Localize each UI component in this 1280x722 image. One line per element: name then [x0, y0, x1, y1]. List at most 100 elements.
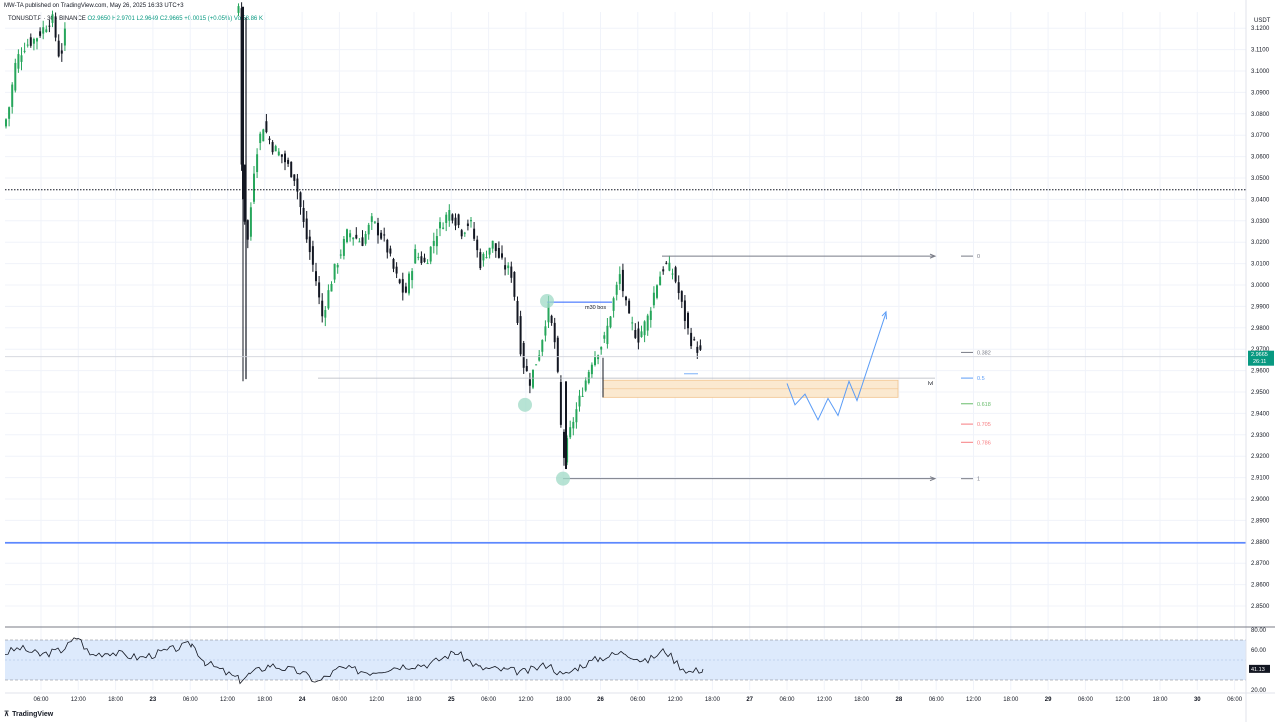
candle-body [249, 207, 252, 237]
time-tick-label: 06:00 [1227, 697, 1243, 703]
time-tick-label: 24 [299, 697, 306, 703]
candle-body [265, 121, 268, 133]
time-tick-label: 12:00 [369, 697, 385, 703]
price-tick-label: 3.1000 [1251, 69, 1270, 75]
candle-body [355, 234, 358, 239]
time-tick-label: 30 [1194, 697, 1201, 703]
candle-body [373, 221, 376, 223]
candle-body [494, 243, 497, 252]
candle-body [383, 234, 386, 236]
price-tick-label: 2.8800 [1251, 540, 1270, 546]
candle-body [401, 279, 404, 293]
candle-body [274, 146, 277, 152]
candle-body [246, 220, 249, 240]
candle-body [584, 380, 587, 391]
candle-body [308, 236, 311, 253]
candle-body [287, 159, 290, 164]
candle-body [463, 232, 466, 234]
time-tick-label: 27 [746, 697, 753, 703]
drawings: lvl m30 bos 0 0.382 0.5 0.618 0.705 0.786 1 [5, 189, 1246, 544]
candle-body [42, 27, 45, 34]
candle-body [476, 239, 479, 251]
rsi-tick-label: 80.00 [1251, 628, 1267, 634]
axes: USDT 3.1200 3.1100 3.1000 3.0900 3.0800 3.0700… [5, 0, 1275, 722]
candle-body [290, 161, 293, 178]
candle-body [556, 337, 559, 372]
candle-body [342, 238, 345, 256]
candle-body [525, 366, 528, 372]
candle-body [569, 427, 572, 438]
arrow-head [929, 253, 937, 259]
tradingview-logo[interactable]: ⊼ TradingView [4, 711, 54, 718]
candle-body [553, 322, 556, 343]
candle-body [439, 222, 441, 229]
projection-path [786, 312, 887, 421]
candle-body [36, 38, 38, 42]
candle-body [240, 8, 243, 165]
candle-body [634, 329, 637, 338]
candle-body [60, 50, 63, 54]
time-tick-label: 23 [150, 697, 157, 703]
candle-body [305, 218, 308, 240]
candle-body [271, 142, 274, 153]
grid [5, 12, 1246, 690]
candle-body [262, 129, 265, 142]
candle-body [349, 233, 352, 238]
candle-body [392, 258, 395, 269]
fib-level-label: 0.382 [977, 350, 991, 356]
time-tick-label: 18:00 [556, 697, 572, 703]
price-tick-label: 2.8500 [1251, 604, 1270, 610]
candle-body [367, 224, 370, 235]
candle-body [643, 321, 646, 336]
time-tick-label: 12:00 [71, 697, 87, 703]
candle-body [460, 230, 463, 237]
candle-body [590, 364, 593, 375]
price-tick-label: 3.0400 [1251, 197, 1270, 203]
candle-body [603, 335, 606, 339]
price-tick-label: 2.9200 [1251, 454, 1270, 460]
time-tick-label: 06:00 [33, 697, 49, 703]
candle-body [535, 364, 538, 366]
rsi-current-text: 41.13 [1251, 667, 1265, 673]
candle-body [398, 279, 401, 283]
candle-body [293, 174, 296, 181]
time-tick-label: 26 [597, 697, 604, 703]
candle-body [339, 254, 342, 256]
candle-body [311, 246, 314, 265]
candle-body [538, 355, 541, 361]
price-tick-label: 2.9600 [1251, 369, 1270, 375]
price-tick-label: 2.8700 [1251, 561, 1270, 567]
candle-body [457, 214, 460, 226]
candle-body [677, 282, 680, 294]
candle-body [435, 236, 438, 247]
bos-label: m30 bos [585, 305, 606, 311]
time-tick-label: 18:00 [705, 697, 721, 703]
candle-body [8, 107, 11, 119]
candle-body [519, 316, 522, 355]
candle-body [45, 29, 48, 32]
candle-body [488, 247, 491, 255]
candle-body [280, 154, 283, 157]
candle-body [473, 228, 476, 239]
symbol-legend[interactable]: TONUSDT.P · 30 · BINANCE O2.9650 H2.9701… [8, 16, 263, 22]
candle-body [646, 315, 649, 331]
candle-body [268, 138, 271, 141]
candle-body [628, 300, 631, 314]
price-tick-label: 3.0500 [1251, 176, 1270, 182]
candle-body [612, 298, 615, 311]
currency-label: USDT [1254, 18, 1271, 24]
candle-body [17, 54, 20, 69]
candle-body [470, 220, 472, 222]
candle-body [544, 326, 547, 336]
candle-body [566, 438, 569, 463]
price-tick-label: 2.9900 [1251, 304, 1270, 310]
fib-level-label: 0.5 [977, 376, 985, 382]
time-tick-label: 18:00 [1003, 697, 1019, 703]
swing-point-marker [556, 471, 570, 486]
candle-body [482, 253, 485, 261]
candle-body [361, 237, 364, 246]
candle-body [693, 339, 696, 341]
rsi-tick-label: 60.00 [1251, 648, 1267, 654]
fib-level-label: 0.618 [977, 402, 991, 408]
